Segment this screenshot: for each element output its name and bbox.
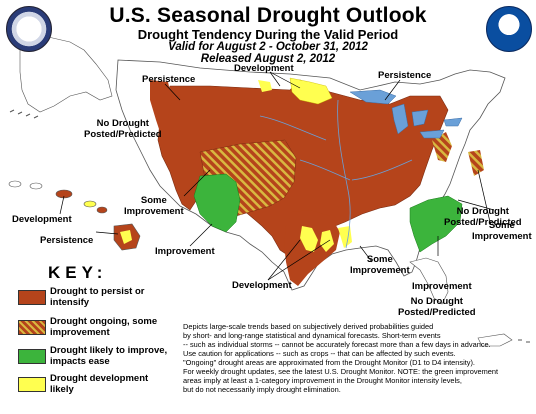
- leader-development-hi: [59, 195, 65, 215]
- label-persistence-west: Persistence: [142, 74, 196, 85]
- leader-development-north: [269, 71, 281, 87]
- label-improvement-sw: Improvement: [155, 246, 215, 257]
- label-some-improvement-east-line2: Improvement: [472, 231, 532, 242]
- label-some-improvement-east-line1: Some: [488, 220, 515, 231]
- region-develop-tx2: [320, 230, 334, 252]
- region-improve-sw: [193, 173, 241, 233]
- label-no-drought-west: No Drought Posted/Predicted: [84, 118, 162, 140]
- key-label-improve: Drought likely to improve, impacts ease: [50, 345, 167, 367]
- region-develop-tx: [300, 226, 318, 252]
- key-label-develop-line1: Drought development: [50, 373, 149, 384]
- key-title: KEY:: [48, 263, 108, 282]
- leader-persistence-east: [384, 79, 401, 101]
- noaa-logo-icon: [486, 6, 532, 52]
- label-no-drought-pr: No Drought Posted/Predicted: [398, 296, 476, 318]
- note-line: Use caution for applications -- such as …: [183, 349, 456, 358]
- note-line: -- such as individual storms -- cannot b…: [183, 340, 491, 349]
- swatch-hatched: [18, 320, 46, 335]
- region-hatched-delmarva: [468, 150, 484, 176]
- region-hatched-ne: [432, 132, 452, 162]
- leader-some-improvement-east: [477, 169, 491, 223]
- region-improve-se: [409, 195, 463, 253]
- label-persistence-hi: Persistence: [40, 235, 94, 246]
- label-some-improvement-east: Some Improvement: [472, 220, 532, 242]
- swatch-improve: [18, 349, 46, 364]
- leader-some-improvement-mid: [183, 169, 211, 197]
- leader-some-improvement-south: [359, 245, 373, 263]
- note-line: For weekly drought updates, see the late…: [183, 367, 499, 376]
- page-title: U.S. Seasonal Drought Outlook: [109, 4, 427, 27]
- key-label-improve-line2: impacts ease: [50, 356, 110, 367]
- label-some-improvement-mid-line2: Improvement: [124, 206, 184, 217]
- leader-no-drought-se: [457, 199, 495, 211]
- leader-development-tx: [267, 239, 301, 281]
- region-develop-nw-patch: [258, 80, 272, 92]
- label-improvement-se: Improvement: [412, 281, 472, 292]
- label-no-drought-west-line2: Posted/Predicted: [84, 129, 162, 140]
- leader-improvement-sw: [189, 223, 213, 247]
- label-no-drought-pr-line2: Posted/Predicted: [398, 307, 476, 318]
- page-subtitle: Drought Tendency During the Valid Period: [137, 27, 399, 42]
- note-line: but do not necessarily imply drought eli…: [183, 385, 341, 394]
- hawaii-island-1: [8, 180, 22, 188]
- hawaii-island-3: [55, 189, 73, 199]
- key-label-develop-line2: likely: [50, 384, 74, 395]
- label-some-improvement-south: Some Improvement: [350, 254, 410, 276]
- label-some-improvement-south-line1: Some: [366, 254, 393, 265]
- key-label-hatched-line2: improvement: [50, 327, 110, 338]
- key-label-hatched-line1: Drought ongoing, some: [50, 316, 158, 327]
- rivers: [259, 99, 413, 249]
- swatch-develop: [18, 377, 46, 392]
- swatch-persist: [18, 290, 46, 305]
- label-persistence-east: Persistence: [378, 70, 432, 81]
- key-label-hatched: Drought ongoing, some improvement: [50, 316, 157, 338]
- leader-development-tx-2: [267, 239, 331, 281]
- key-label-persist-line2: intensify: [50, 297, 90, 308]
- label-no-drought-se: No Drought Posted/Predicted: [444, 206, 522, 228]
- note-line: areas imply at least a 1-category improv…: [183, 376, 462, 385]
- alaska-islands: [9, 109, 39, 119]
- leader-development-north-2: [269, 71, 301, 89]
- label-some-improvement-mid-line1: Some: [140, 195, 167, 206]
- release-date: Released August 2, 2012: [200, 53, 336, 65]
- valid-period: Valid for August 2 - October 31, 2012: [168, 41, 368, 53]
- label-no-drought-se-line1: No Drought: [456, 206, 509, 217]
- great-lakes: [349, 89, 463, 139]
- key-label-persist-line1: Drought to persist or: [50, 286, 145, 297]
- leader-persistence-hi: [95, 231, 119, 235]
- key-label-persist: Drought to persist or intensify: [50, 286, 144, 308]
- hawaii-island-5: [96, 206, 108, 214]
- label-development-hi: Development: [12, 214, 72, 225]
- key-label-improve-line1: Drought likely to improve,: [50, 345, 168, 356]
- region-develop-north: [289, 77, 333, 105]
- florida: [409, 257, 449, 305]
- disclaimer-notes: Depicts large-scale trends based on subj…: [183, 322, 535, 394]
- label-no-drought-west-line1: No Drought: [96, 118, 149, 129]
- label-some-improvement-mid: Some Improvement: [124, 195, 184, 217]
- leader-persistence-west: [164, 83, 181, 101]
- label-development-tx: Development: [232, 280, 292, 291]
- alaska: [19, 35, 113, 113]
- label-no-drought-se-line2: Posted/Predicted: [444, 217, 522, 228]
- hawaii-island-4: [83, 200, 97, 208]
- key-label-develop: Drought development likely: [50, 373, 148, 395]
- label-no-drought-pr-line1: No Drought: [410, 296, 463, 307]
- label-development-north: Development: [234, 63, 294, 74]
- region-persist-nw: [150, 80, 172, 132]
- pr-islands: [518, 339, 530, 343]
- note-line: "Ongoing" drought areas are approximated…: [183, 358, 475, 367]
- hawaii-big-island-dev: [120, 230, 132, 244]
- note-line: Depicts large-scale trends based on subj…: [183, 322, 434, 331]
- puerto-rico: [477, 333, 513, 347]
- hawaii-island-2: [29, 182, 43, 190]
- note-line: by short- and long-range statistical and…: [183, 331, 441, 340]
- region-develop-la: [338, 226, 352, 248]
- commerce-seal-icon: [6, 6, 52, 52]
- label-some-improvement-south-line2: Improvement: [350, 265, 410, 276]
